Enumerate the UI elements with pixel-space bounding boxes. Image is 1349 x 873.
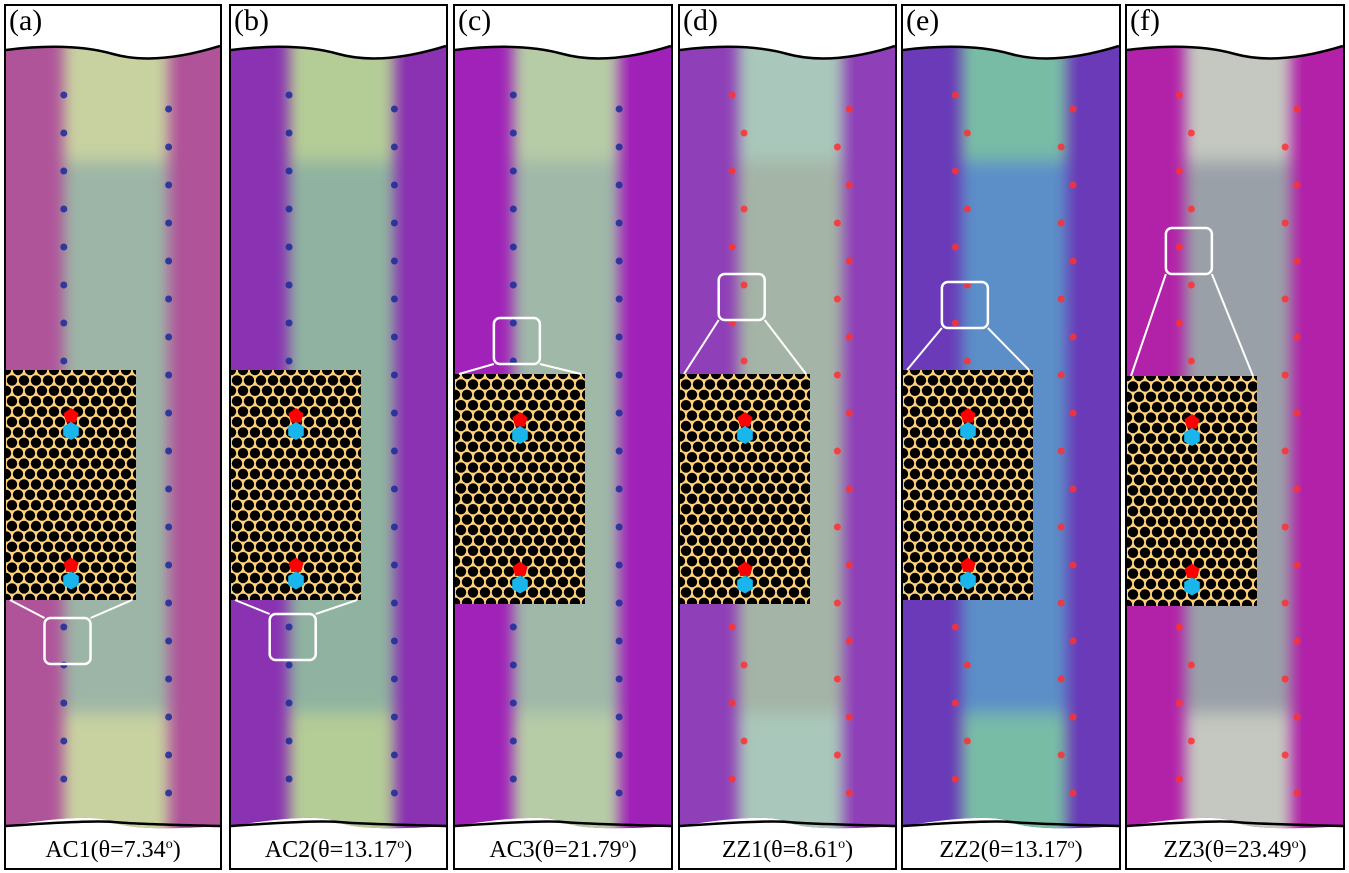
panel-e: (e) ZZ2(θ=13.17o) bbox=[901, 4, 1121, 870]
zoom-inset bbox=[903, 370, 1033, 600]
caption-degree: o bbox=[621, 837, 629, 852]
panel-label: (c) bbox=[458, 4, 492, 37]
panel-label: (e) bbox=[906, 4, 940, 37]
panel-label: (d) bbox=[683, 4, 718, 37]
grain-boundary-image bbox=[455, 44, 671, 829]
grain-boundary-image bbox=[231, 44, 446, 829]
caption-degree: o bbox=[838, 837, 846, 852]
zoom-inset bbox=[6, 370, 136, 600]
zoom-inset bbox=[680, 374, 810, 604]
caption-degree: o bbox=[397, 837, 405, 852]
panel-caption: AC1(θ=7.34o) bbox=[6, 830, 220, 865]
grain-boundary-image bbox=[1127, 44, 1343, 829]
caption-text: ZZ2(θ=13.17 bbox=[939, 837, 1068, 863]
caption-text: AC2(θ=13.17 bbox=[264, 837, 398, 863]
caption-text: AC3(θ=21.79 bbox=[489, 837, 622, 863]
panel-c: (c) AC3(θ=21.79o) bbox=[453, 4, 673, 870]
caption-degree: o bbox=[165, 837, 173, 852]
panel-a: (a) AC1(θ=7.34o) bbox=[4, 4, 222, 870]
panel-caption: AC2(θ=13.17o) bbox=[231, 830, 446, 865]
panel-label: (a) bbox=[9, 4, 43, 37]
panel-label: (f) bbox=[1130, 4, 1160, 37]
grain-boundary-image bbox=[903, 44, 1119, 829]
panel-d: (d) ZZ1(θ=8.61o) bbox=[678, 4, 897, 870]
zoom-inset bbox=[231, 370, 361, 600]
panel-caption: ZZ2(θ=13.17o) bbox=[903, 830, 1119, 865]
panel-caption: AC3(θ=21.79o) bbox=[455, 830, 671, 865]
caption-end: ) bbox=[1298, 837, 1307, 863]
panel-label: (b) bbox=[234, 4, 269, 37]
panel-caption: ZZ3(θ=23.49o) bbox=[1127, 830, 1343, 865]
caption-degree: o bbox=[1067, 837, 1075, 852]
zoom-inset bbox=[455, 374, 585, 604]
caption-end: ) bbox=[628, 837, 637, 863]
caption-text: ZZ1(θ=8.61 bbox=[721, 837, 839, 863]
zoom-inset bbox=[1127, 376, 1257, 606]
caption-end: ) bbox=[404, 837, 413, 863]
panel-b: (b) AC2(θ=13.17o) bbox=[229, 4, 448, 870]
grain-boundary-image bbox=[6, 44, 220, 829]
caption-end: ) bbox=[845, 837, 854, 863]
caption-text: ZZ3(θ=23.49 bbox=[1163, 837, 1292, 863]
panel-f: (f) ZZ3(θ=23.49o) bbox=[1125, 4, 1345, 870]
panel-caption: ZZ1(θ=8.61o) bbox=[680, 830, 895, 865]
grain-boundary-image bbox=[680, 44, 895, 829]
caption-degree: o bbox=[1291, 837, 1299, 852]
caption-end: ) bbox=[1074, 837, 1083, 863]
caption-text: AC1(θ=7.34 bbox=[45, 837, 166, 863]
caption-end: ) bbox=[172, 837, 181, 863]
